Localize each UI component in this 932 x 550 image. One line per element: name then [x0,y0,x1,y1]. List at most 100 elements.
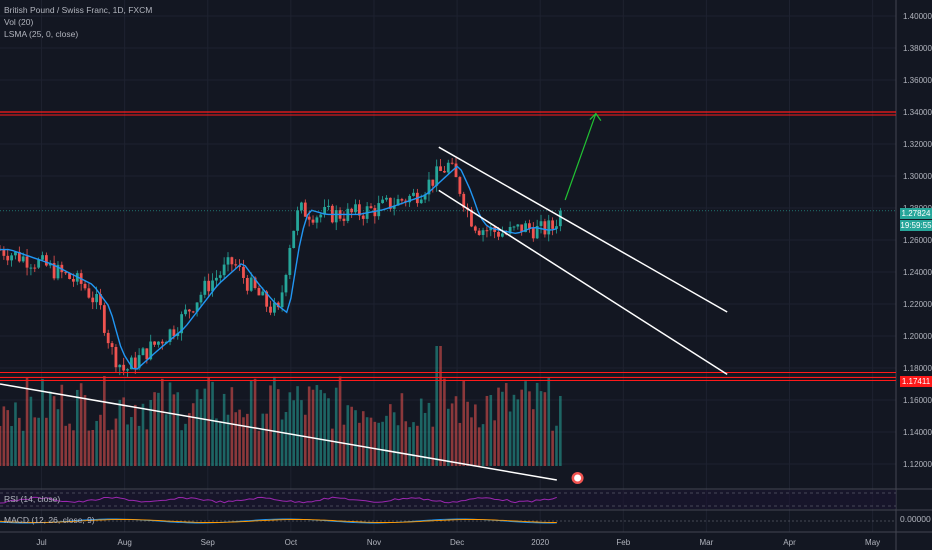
volume-bar [354,410,357,466]
price-axis-label: 1.30000 [903,172,932,181]
candle-body [516,224,520,227]
candle-body [68,273,71,279]
candle-body [6,255,10,261]
volume-bar [52,396,56,466]
candle-body [543,221,547,235]
candle-body [261,291,265,296]
price-axis-label: 1.24000 [903,268,932,277]
volume-bar [133,404,137,466]
candle-body [118,364,122,368]
candle-body [64,272,68,274]
volume-bar [531,409,535,466]
volume-bar [242,417,245,466]
volume-bar [311,389,315,466]
candle-body [369,206,373,209]
volume-bar [466,401,469,466]
volume-bar [164,414,168,466]
volume-bar [497,387,500,466]
candle-body [489,227,493,231]
volume-bar [412,422,415,466]
volume-bar [535,382,539,466]
volume-bar [106,430,110,466]
candle-body [56,264,60,279]
volume-bar [33,417,37,466]
time-axis: JulAugSepOctNovDec2020FebMarAprMayJunJul… [36,538,880,547]
volume-bar [95,420,98,466]
candle-body [555,226,558,229]
volume-bar [435,346,438,466]
candle-body [106,332,110,344]
rsi-label: RSI (14, close) [4,494,61,504]
volume-bar [446,408,450,466]
chart-legend: British Pound / Swiss Franc, 1D, FXCM Vo… [4,4,152,40]
candle-body [497,231,500,237]
volume-bar [68,423,71,466]
candle-body [311,219,315,223]
volume-bar [408,427,411,466]
volume-bar [485,395,489,466]
candle-body [44,255,48,266]
volume-bar [396,425,400,466]
candle-body [265,291,269,307]
volume-bar [257,430,261,466]
candle-body [408,195,412,203]
volume-bar [6,410,10,466]
countdown-tag: 19:59:55 [900,220,932,231]
candle-body [361,215,365,219]
candle-body [172,329,176,337]
candle-body [385,197,388,200]
candle-body [419,199,423,204]
chart-title: British Pound / Swiss Franc, 1D, FXCM [4,5,153,15]
volume-bar [191,403,195,466]
candle-body [33,267,37,269]
candle-body [269,306,272,313]
candle-body [218,275,222,278]
volume-bar [145,429,149,466]
volume-bar [161,378,164,466]
volume-bar [215,418,218,466]
price-axis-label: 1.40000 [903,12,932,21]
volume-bars [0,346,562,466]
price-axis-label: 1.36000 [903,76,932,85]
volume-bar [280,419,284,466]
volume-bar [238,409,241,466]
candle-body [141,348,145,356]
candle-body [485,230,489,232]
volume-bar [454,396,458,466]
volume-bar [477,427,481,466]
candle-body [528,223,531,229]
candle-body [520,224,524,233]
channel-lower-line [438,189,728,376]
time-axis-label: Dec [450,538,464,547]
volume-bar [315,385,319,466]
volume-bar [118,399,122,466]
candle-body [462,193,466,208]
candle-body [211,280,214,292]
volume-bar [83,395,87,466]
volume-bar [528,391,531,466]
candle-body [137,355,141,369]
candle-body [473,226,477,231]
volume-bar [342,424,346,466]
volume-bar [226,414,230,466]
time-axis-label: Aug [118,538,132,547]
candle-body [145,348,149,360]
price-axis-label: 1.20000 [903,332,932,341]
volume-bar [168,382,172,466]
volume-bar [126,424,129,466]
time-axis-label: Feb [616,538,630,547]
candle-body [187,309,191,312]
volume-bar [99,414,102,466]
volume-bar [416,425,419,466]
volume-bar [381,421,384,466]
candle-body [450,162,454,164]
volume-bar [493,420,496,466]
volume-indicator-label: Vol (20) [4,17,34,27]
candle-body [102,305,106,333]
volume-bar [172,394,176,466]
candle-body [547,220,551,235]
volume-bar [122,397,125,466]
volume-bar [230,387,234,466]
volume-bar [288,392,292,466]
